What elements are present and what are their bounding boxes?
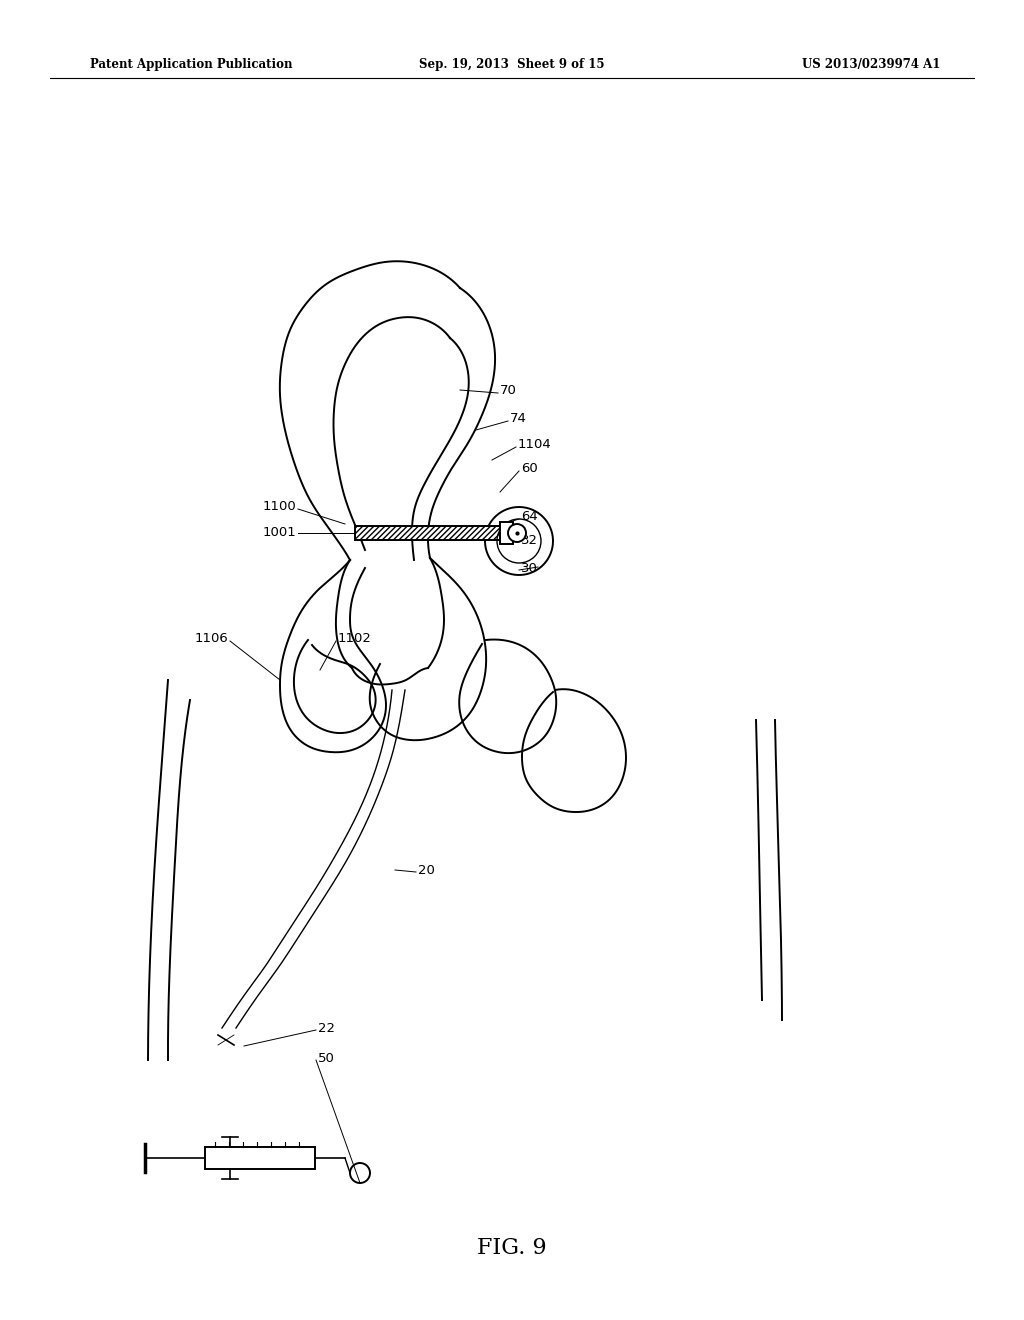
Bar (500, 521, 513, 544)
Text: 70: 70 (500, 384, 517, 396)
Text: 1104: 1104 (518, 437, 552, 450)
Circle shape (508, 524, 526, 543)
Text: FIG. 9: FIG. 9 (477, 1237, 547, 1259)
Text: 32: 32 (521, 533, 538, 546)
Bar (355, 525, 500, 540)
Text: Sep. 19, 2013  Sheet 9 of 15: Sep. 19, 2013 Sheet 9 of 15 (419, 58, 605, 71)
Text: Patent Application Publication: Patent Application Publication (90, 58, 293, 71)
Text: 64: 64 (521, 510, 538, 523)
Text: 1001: 1001 (262, 527, 296, 540)
Text: 20: 20 (418, 863, 435, 876)
Text: 1106: 1106 (195, 631, 228, 644)
Text: US 2013/0239974 A1: US 2013/0239974 A1 (802, 58, 940, 71)
Text: 30: 30 (521, 561, 538, 574)
Text: 74: 74 (510, 412, 527, 425)
Circle shape (350, 1163, 370, 1183)
Bar (355, 525, 500, 540)
Text: 50: 50 (318, 1052, 335, 1064)
Bar (355, 525, 500, 540)
Text: 60: 60 (521, 462, 538, 474)
Bar (205, 1147, 315, 1170)
Text: 22: 22 (318, 1022, 335, 1035)
Text: 1102: 1102 (338, 631, 372, 644)
Text: 1100: 1100 (262, 499, 296, 512)
